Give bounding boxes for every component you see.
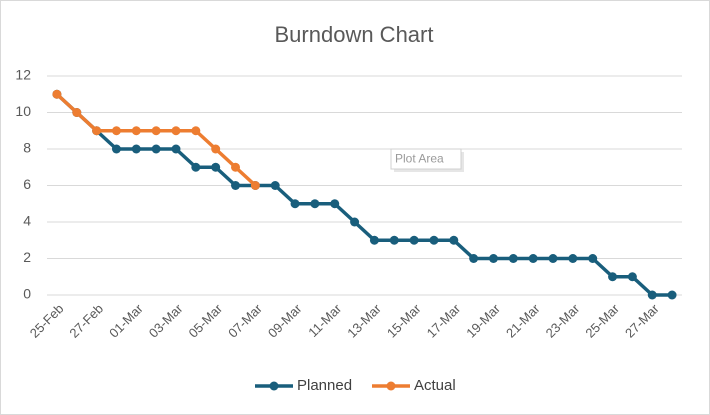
y-tick-label: 10 bbox=[15, 103, 31, 119]
data-point bbox=[191, 126, 201, 136]
y-tick-label: 6 bbox=[23, 176, 31, 192]
data-point bbox=[290, 199, 300, 209]
data-point bbox=[528, 254, 538, 263]
data-point bbox=[92, 126, 102, 136]
data-point bbox=[171, 144, 181, 154]
y-tick-label: 8 bbox=[23, 140, 31, 156]
data-point bbox=[231, 162, 241, 172]
legend-label: Planned bbox=[297, 377, 352, 394]
chart-title: Burndown Chart bbox=[275, 22, 434, 47]
data-point bbox=[250, 181, 260, 190]
data-point bbox=[667, 290, 677, 300]
data-point bbox=[211, 144, 221, 154]
data-point bbox=[469, 254, 479, 263]
data-point bbox=[647, 290, 657, 300]
data-point bbox=[72, 108, 82, 117]
legend-label: Actual bbox=[414, 377, 456, 394]
data-point bbox=[131, 144, 141, 154]
data-point bbox=[231, 181, 241, 190]
data-point bbox=[548, 254, 558, 263]
legend-marker bbox=[269, 381, 279, 391]
tooltip: Plot Area bbox=[395, 152, 444, 166]
data-point bbox=[369, 235, 379, 245]
data-point bbox=[151, 126, 161, 136]
data-point bbox=[429, 235, 439, 245]
data-point bbox=[588, 254, 598, 263]
data-point bbox=[330, 199, 340, 209]
data-point bbox=[488, 254, 498, 263]
tooltip-box bbox=[390, 148, 462, 170]
data-point bbox=[52, 89, 62, 99]
y-tick-label: 2 bbox=[23, 249, 31, 265]
data-point bbox=[191, 162, 201, 172]
data-point bbox=[409, 235, 419, 245]
data-point bbox=[171, 126, 181, 136]
y-tick-label: 4 bbox=[23, 213, 31, 229]
data-point bbox=[350, 217, 360, 227]
data-point bbox=[627, 272, 637, 282]
data-point bbox=[449, 235, 459, 245]
data-point bbox=[608, 272, 618, 282]
data-point bbox=[568, 254, 578, 263]
y-tick-label: 12 bbox=[15, 67, 31, 83]
data-point bbox=[389, 235, 399, 245]
data-point bbox=[211, 162, 221, 172]
legend-marker bbox=[386, 381, 396, 391]
data-point bbox=[111, 126, 121, 136]
data-point bbox=[270, 181, 280, 190]
data-point bbox=[111, 144, 121, 154]
data-point bbox=[131, 126, 141, 136]
data-point bbox=[151, 144, 161, 154]
data-point bbox=[508, 254, 518, 263]
y-tick-label: 0 bbox=[23, 286, 31, 302]
data-point bbox=[310, 199, 320, 209]
